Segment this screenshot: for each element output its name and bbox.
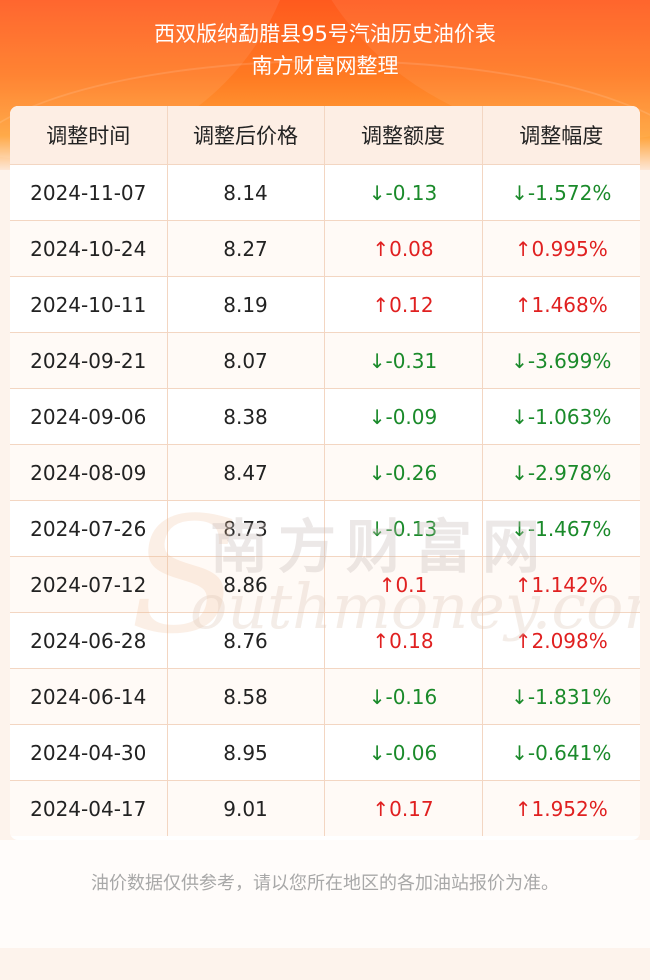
title-line-1: 西双版纳勐腊县95号汽油历史油价表 (154, 22, 496, 46)
cell-date: 2024-08-09 (10, 444, 168, 501)
cell-percent: ↑2.098% (482, 612, 640, 669)
page-title: 西双版纳勐腊县95号汽油历史油价表 南方财富网整理 (0, 18, 650, 82)
cell-date: 2024-10-24 (10, 220, 168, 277)
cell-change: ↓-0.16 (324, 668, 483, 725)
cell-price: 8.19 (167, 276, 325, 333)
column-header-change: 调整额度 (324, 106, 483, 165)
cell-percent: ↑1.468% (482, 276, 640, 333)
table-row: 2024-04-30 8.95 ↓-0.06 ↓-0.641% (10, 724, 640, 781)
cell-change: ↑0.18 (324, 612, 483, 669)
cell-date: 2024-07-26 (10, 500, 168, 557)
cell-price: 8.58 (167, 668, 325, 725)
table-row: 2024-09-21 8.07 ↓-0.31 ↓-3.699% (10, 332, 640, 389)
cell-date: 2024-04-30 (10, 724, 168, 781)
cell-date: 2024-06-14 (10, 668, 168, 725)
cell-date: 2024-10-11 (10, 276, 168, 333)
table-row: 2024-11-07 8.14 ↓-0.13 ↓-1.572% (10, 164, 640, 221)
cell-price: 8.14 (167, 164, 325, 221)
cell-change: ↓-0.31 (324, 332, 483, 389)
cell-change: ↓-0.13 (324, 164, 483, 221)
decorative-arc (0, 60, 650, 170)
cell-percent: ↓-3.699% (482, 332, 640, 389)
cell-date: 2024-06-28 (10, 612, 168, 669)
column-header-percent: 调整幅度 (482, 106, 640, 165)
bottom-strip (0, 948, 650, 980)
table-row: 2024-04-17 9.01 ↑0.17 ↑1.952% (10, 780, 640, 836)
table-row: 2024-07-26 8.73 ↓-0.13 ↓-1.467% (10, 500, 640, 557)
column-header-price: 调整后价格 (167, 106, 325, 165)
title-line-2: 南方财富网整理 (251, 54, 399, 78)
table-row: 2024-08-09 8.47 ↓-0.26 ↓-2.978% (10, 444, 640, 501)
cell-change: ↓-0.13 (324, 500, 483, 557)
cell-change: ↑0.17 (324, 780, 483, 836)
table-row: 2024-10-11 8.19 ↑0.12 ↑1.468% (10, 276, 640, 333)
cell-percent: ↓-1.831% (482, 668, 640, 725)
table-row: 2024-06-14 8.58 ↓-0.16 ↓-1.831% (10, 668, 640, 725)
cell-price: 8.07 (167, 332, 325, 389)
cell-price: 8.73 (167, 500, 325, 557)
cell-change: ↓-0.09 (324, 388, 483, 445)
column-header-date: 调整时间 (10, 106, 168, 165)
table-row: 2024-07-12 8.86 ↑0.1 ↑1.142% (10, 556, 640, 613)
cell-change: ↑0.08 (324, 220, 483, 277)
cell-price: 8.38 (167, 388, 325, 445)
cell-date: 2024-11-07 (10, 164, 168, 221)
cell-change: ↓-0.26 (324, 444, 483, 501)
cell-percent: ↓-0.641% (482, 724, 640, 781)
cell-price: 9.01 (167, 780, 325, 836)
cell-percent: ↓-1.063% (482, 388, 640, 445)
cell-date: 2024-09-06 (10, 388, 168, 445)
price-history-table: 调整时间 调整后价格 调整额度 调整幅度 2024-11-07 8.14 ↓-0.1… (10, 106, 640, 836)
price-table-card: 调整时间 调整后价格 调整额度 调整幅度 2024-11-07 8.14 ↓-0.1… (10, 106, 640, 840)
cell-change: ↓-0.06 (324, 724, 483, 781)
cell-percent: ↑0.995% (482, 220, 640, 277)
table-row: 2024-09-06 8.38 ↓-0.09 ↓-1.063% (10, 388, 640, 445)
cell-price: 8.47 (167, 444, 325, 501)
cell-date: 2024-07-12 (10, 556, 168, 613)
table-header-row: 调整时间 调整后价格 调整额度 调整幅度 (10, 106, 640, 165)
cell-date: 2024-04-17 (10, 780, 168, 836)
disclaimer-note: 油价数据仅供参考，请以您所在地区的各加油站报价为准。 (91, 873, 559, 894)
cell-percent: ↑1.952% (482, 780, 640, 836)
cell-percent: ↓-2.978% (482, 444, 640, 501)
cell-price: 8.76 (167, 612, 325, 669)
table-body: 2024-11-07 8.14 ↓-0.13 ↓-1.572% 2024-10-24 8.… (10, 164, 640, 836)
cell-change: ↑0.1 (324, 556, 483, 613)
cell-percent: ↓-1.572% (482, 164, 640, 221)
cell-change: ↑0.12 (324, 276, 483, 333)
table-row: 2024-06-28 8.76 ↑0.18 ↑2.098% (10, 612, 640, 669)
cell-percent: ↓-1.467% (482, 500, 640, 557)
cell-date: 2024-09-21 (10, 332, 168, 389)
cell-price: 8.86 (167, 556, 325, 613)
cell-percent: ↑1.142% (482, 556, 640, 613)
table-row: 2024-10-24 8.27 ↑0.08 ↑0.995% (10, 220, 640, 277)
footer: 油价数据仅供参考，请以您所在地区的各加油站报价为准。 (0, 840, 650, 948)
cell-price: 8.95 (167, 724, 325, 781)
cell-price: 8.27 (167, 220, 325, 277)
